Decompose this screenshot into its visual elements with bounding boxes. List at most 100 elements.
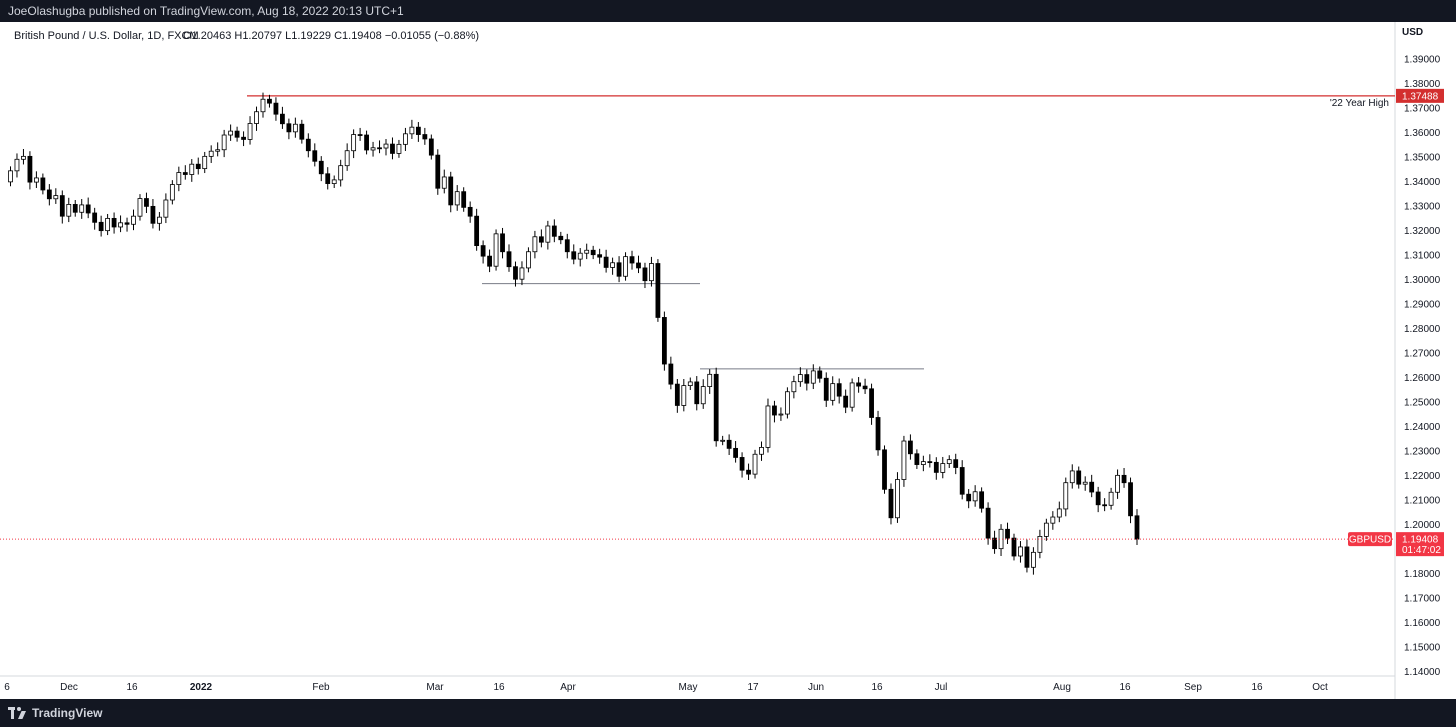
candle [305,133,311,158]
candle [46,184,52,206]
candle [280,106,285,129]
candle [739,452,745,478]
candle [797,367,803,387]
candle-body [1076,470,1082,485]
candle [1128,477,1133,524]
candle [370,141,376,157]
candle [396,139,402,158]
candle [856,377,862,393]
candle-body [383,143,389,149]
candle-body [765,405,771,448]
tradingview-logo[interactable]: TradingView [8,706,102,720]
candle [454,185,460,211]
candle [1089,474,1095,498]
candle [377,140,382,154]
candle [435,149,441,195]
candle-body [778,413,784,416]
candle [474,208,480,251]
candlestick-chart[interactable]: British Pound / U.S. Dollar, 1D, FXCMO1.… [0,22,1456,699]
candle-body [1121,474,1127,484]
candle [1043,518,1049,541]
candle-body [927,461,933,464]
candle-body [571,251,577,260]
candle [422,127,428,145]
candle [428,134,434,160]
y-tick-label: 1.31000 [1404,250,1441,261]
candle [733,441,739,463]
candle [700,379,706,409]
candle [118,215,123,233]
candle [215,142,221,157]
candle-body [862,385,868,390]
candle-body [558,235,564,241]
candle-body [1069,470,1075,484]
candle [357,127,363,141]
candle-body [914,453,920,465]
candle [623,252,628,281]
candle-body [493,233,499,267]
candle-body [1128,482,1133,517]
candle-body [1089,481,1095,493]
candle-body [260,98,266,113]
candle [655,259,661,322]
candle [862,378,868,394]
candle-body [655,263,661,318]
candle [189,159,195,182]
candle [869,383,874,425]
y-tick-label: 1.21000 [1404,496,1441,507]
candle [551,219,557,243]
tradingview-label: TradingView [32,706,103,720]
candle [584,243,590,260]
x-tick-label: 16 [1251,682,1263,693]
candle-body [532,236,538,253]
candle-body [1005,528,1010,539]
candle [467,201,473,223]
x-tick-label: Sep [1184,682,1202,693]
candle-body [1095,491,1101,506]
candle-body [344,150,350,167]
candle [351,129,357,159]
candle-body [377,147,382,150]
candle [92,207,98,230]
candle-body [519,267,525,280]
x-tick-label: Feb [312,682,330,693]
candle-body [700,386,706,405]
candle [441,169,447,194]
candle-body [843,395,849,408]
candle-body [616,262,622,277]
candle [668,356,674,390]
candle-body [940,463,946,473]
candle-body [234,130,240,138]
candle [344,143,350,171]
candle-body [189,163,195,175]
ohlc-legend: O1.20463 H1.20797 L1.19229 C1.19408 −0.0… [183,30,479,42]
x-tick-label: 2022 [190,682,213,693]
chart-area[interactable] [0,22,1456,699]
candle-body [759,446,764,455]
y-tick-label: 1.15000 [1404,643,1441,654]
candle [849,378,855,412]
candle-body [797,374,803,383]
candle [98,215,104,237]
candle-body [823,377,829,401]
candle [681,378,687,412]
candle [8,166,13,187]
x-tick-label: Jun [808,682,824,693]
candle-body [784,391,790,415]
candle-body [1050,516,1056,524]
candle [390,137,395,160]
candle [105,213,111,236]
candle-body [79,204,85,213]
candle [843,389,849,414]
candle-body [124,222,130,225]
candle [1031,547,1036,575]
candle-body [409,126,415,135]
x-tick-label: Aug [1053,682,1071,693]
candle [661,311,667,371]
candle-body [992,537,997,550]
candle-body [636,262,641,269]
candle-body [882,449,887,490]
x-tick-label: 16 [126,682,138,693]
candle [649,256,654,287]
candle [959,460,965,500]
